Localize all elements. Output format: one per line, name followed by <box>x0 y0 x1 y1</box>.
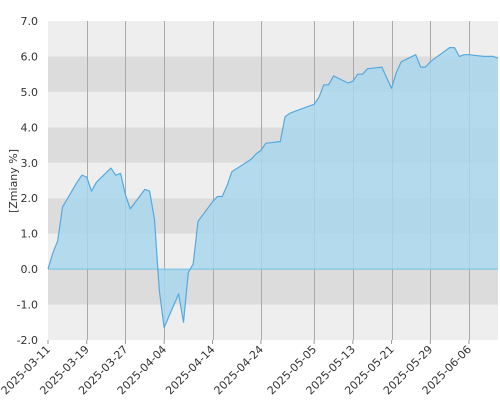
grid-band <box>48 21 498 57</box>
y-tick-label: -2.0 <box>17 334 38 347</box>
y-tick-label: 7.0 <box>21 15 39 28</box>
y-tick-label: 4.0 <box>21 121 39 134</box>
x-tick-label: 2025-04-24 <box>212 343 266 397</box>
y-tick-label: 5.0 <box>21 86 39 99</box>
y-axis-label: [Zmiany %] <box>7 149 20 213</box>
y-axis-ticks: 7.0 6.0 5.0 4.0 3.0 2.0 1.0 0.0 -1.0 -2.0 <box>17 15 38 347</box>
series-area <box>48 47 498 328</box>
y-tick-label: 3.0 <box>21 157 39 170</box>
y-tick-label: 0.0 <box>21 263 39 276</box>
y-tick-label: 6.0 <box>21 50 39 63</box>
x-axis-ticks: 2025-03-112025-03-192025-03-272025-04-04… <box>0 340 474 397</box>
grid-band <box>48 304 498 340</box>
grid-band <box>48 269 498 305</box>
x-tick-label: 2025-04-14 <box>163 343 217 397</box>
y-tick-label: -1.0 <box>17 299 38 312</box>
series-layer <box>47 47 499 329</box>
y-tick-label: 1.0 <box>21 228 39 241</box>
series-line <box>47 47 499 329</box>
y-tick-label: 2.0 <box>21 192 39 205</box>
